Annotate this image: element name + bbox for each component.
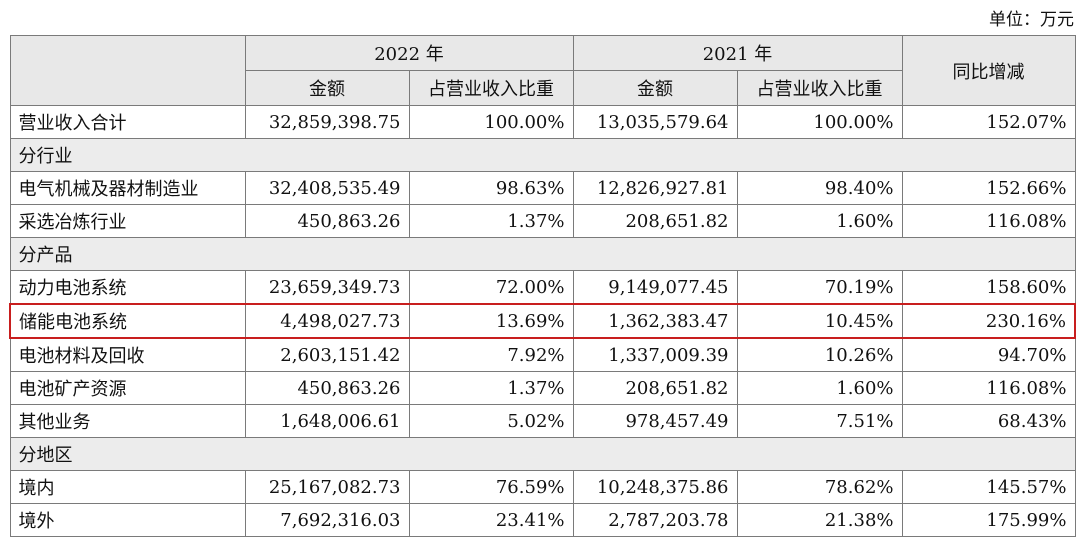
amount-2021: 12,826,927.81	[572, 171, 738, 205]
table-row: 境外 7,692,316.03 23.41% 2,787,203.78 21.38% 17…	[9, 503, 1076, 537]
row-label: 电气机械及器材制造业	[9, 171, 246, 205]
ratio-2022: 98.63%	[408, 171, 574, 205]
ratio-2021: 1.60%	[736, 204, 903, 238]
section-row: 分行业	[9, 138, 1076, 172]
table-header: 2022 年 2021 年 同比增减 金额 占营业收入比重 金额 占营业收入比重	[9, 35, 1076, 106]
row-label: 电池矿产资源	[9, 371, 246, 405]
section-label: 分地区	[9, 437, 1076, 471]
ratio-2022: 72.00%	[408, 270, 574, 305]
header-year-2021: 2021 年	[572, 35, 903, 71]
amount-2022: 32,408,535.49	[244, 171, 410, 205]
header-amount-2021: 金额	[572, 70, 738, 106]
ratio-2021: 7.51%	[736, 404, 903, 438]
amount-2022: 4,498,027.73	[244, 303, 410, 339]
yoy-change: 152.07%	[901, 105, 1076, 139]
amount-2021: 1,362,383.47	[572, 303, 738, 339]
amount-2022: 1,648,006.61	[244, 404, 410, 438]
table-row: 采选冶炼行业 450,863.26 1.37% 208,651.82 1.60% 116.…	[9, 204, 1076, 238]
yoy-change: 175.99%	[901, 503, 1076, 537]
yoy-change: 145.57%	[901, 470, 1076, 504]
amount-2021: 208,651.82	[572, 371, 738, 405]
ratio-2022: 1.37%	[408, 204, 574, 238]
table-row: 其他业务 1,648,006.61 5.02% 978,457.49 7.51% 68.4…	[9, 404, 1076, 438]
ratio-2022: 7.92%	[408, 337, 574, 372]
row-label: 其他业务	[9, 404, 246, 438]
header-ratio-2022: 占营业收入比重	[408, 70, 574, 106]
ratio-2022: 76.59%	[408, 470, 574, 504]
header-ratio-2021: 占营业收入比重	[736, 70, 903, 106]
revenue-table: 2022 年 2021 年 同比增减 金额 占营业收入比重 金额 占营业收入比重…	[9, 35, 1076, 537]
ratio-2022: 100.00%	[408, 105, 574, 139]
ratio-2021: 10.45%	[736, 303, 903, 339]
row-label: 境外	[9, 503, 246, 537]
ratio-2021: 70.19%	[736, 270, 903, 305]
table-row: 电池材料及回收 2,603,151.42 7.92% 1,337,009.39 10.2…	[9, 337, 1076, 372]
ratio-2021: 21.38%	[736, 503, 903, 537]
ratio-2021: 10.26%	[736, 337, 903, 372]
table-row-highlighted: 储能电池系统 4,498,027.73 13.69% 1,362,383.47 10.4…	[9, 303, 1076, 339]
unit-label: 单位：万元	[989, 10, 1074, 30]
amount-2022: 7,692,316.03	[244, 503, 410, 537]
row-label: 动力电池系统	[9, 270, 246, 305]
yoy-change: 152.66%	[901, 171, 1076, 205]
header-amount-2022: 金额	[244, 70, 410, 106]
amount-2022: 23,659,349.73	[244, 270, 410, 305]
row-label: 储能电池系统	[9, 303, 246, 339]
yoy-change: 116.08%	[901, 371, 1076, 405]
table-row: 电池矿产资源 450,863.26 1.37% 208,651.82 1.60% 116.…	[9, 371, 1076, 405]
header-year-2022: 2022 年	[244, 35, 574, 71]
yoy-change: 94.70%	[901, 337, 1076, 372]
ratio-2022: 23.41%	[408, 503, 574, 537]
ratio-2022: 5.02%	[408, 404, 574, 438]
table-row: 动力电池系统 23,659,349.73 72.00% 9,149,077.45 70.…	[9, 270, 1076, 305]
table-row: 营业收入合计 32,859,398.75 100.00% 13,035,579.64 1…	[9, 105, 1076, 139]
amount-2021: 2,787,203.78	[572, 503, 738, 537]
table-row: 电气机械及器材制造业 32,408,535.49 98.63% 12,826,927.…	[9, 171, 1076, 205]
amount-2021: 9,149,077.45	[572, 270, 738, 305]
ratio-2021: 1.60%	[736, 371, 903, 405]
ratio-2021: 98.40%	[736, 171, 903, 205]
amount-2022: 2,603,151.42	[244, 337, 410, 372]
yoy-change: 230.16%	[901, 303, 1076, 339]
amount-2022: 450,863.26	[244, 371, 410, 405]
amount-2022: 450,863.26	[244, 204, 410, 238]
amount-2021: 978,457.49	[572, 404, 738, 438]
amount-2021: 13,035,579.64	[572, 105, 738, 139]
yoy-change: 116.08%	[901, 204, 1076, 238]
amount-2022: 25,167,082.73	[244, 470, 410, 504]
ratio-2022: 13.69%	[408, 303, 574, 339]
amount-2022: 32,859,398.75	[244, 105, 410, 139]
table-row: 境内 25,167,082.73 76.59% 10,248,375.86 78.62%…	[9, 470, 1076, 504]
ratio-2021: 78.62%	[736, 470, 903, 504]
header-empty-cell	[9, 35, 246, 106]
amount-2021: 1,337,009.39	[572, 337, 738, 372]
section-row: 分地区	[9, 437, 1076, 471]
amount-2021: 208,651.82	[572, 204, 738, 238]
row-label: 营业收入合计	[9, 105, 246, 139]
section-row: 分产品	[9, 237, 1076, 271]
yoy-change: 68.43%	[901, 404, 1076, 438]
row-label: 电池材料及回收	[9, 337, 246, 372]
section-label: 分产品	[9, 237, 1076, 271]
row-label: 境内	[9, 470, 246, 504]
header-yoy: 同比增减	[901, 35, 1076, 106]
amount-2021: 10,248,375.86	[572, 470, 738, 504]
section-label: 分行业	[9, 138, 1076, 172]
ratio-2022: 1.37%	[408, 371, 574, 405]
row-label: 采选冶炼行业	[9, 204, 246, 238]
ratio-2021: 100.00%	[736, 105, 903, 139]
yoy-change: 158.60%	[901, 270, 1076, 305]
table-body: 营业收入合计 32,859,398.75 100.00% 13,035,579.64 1…	[9, 105, 1076, 537]
